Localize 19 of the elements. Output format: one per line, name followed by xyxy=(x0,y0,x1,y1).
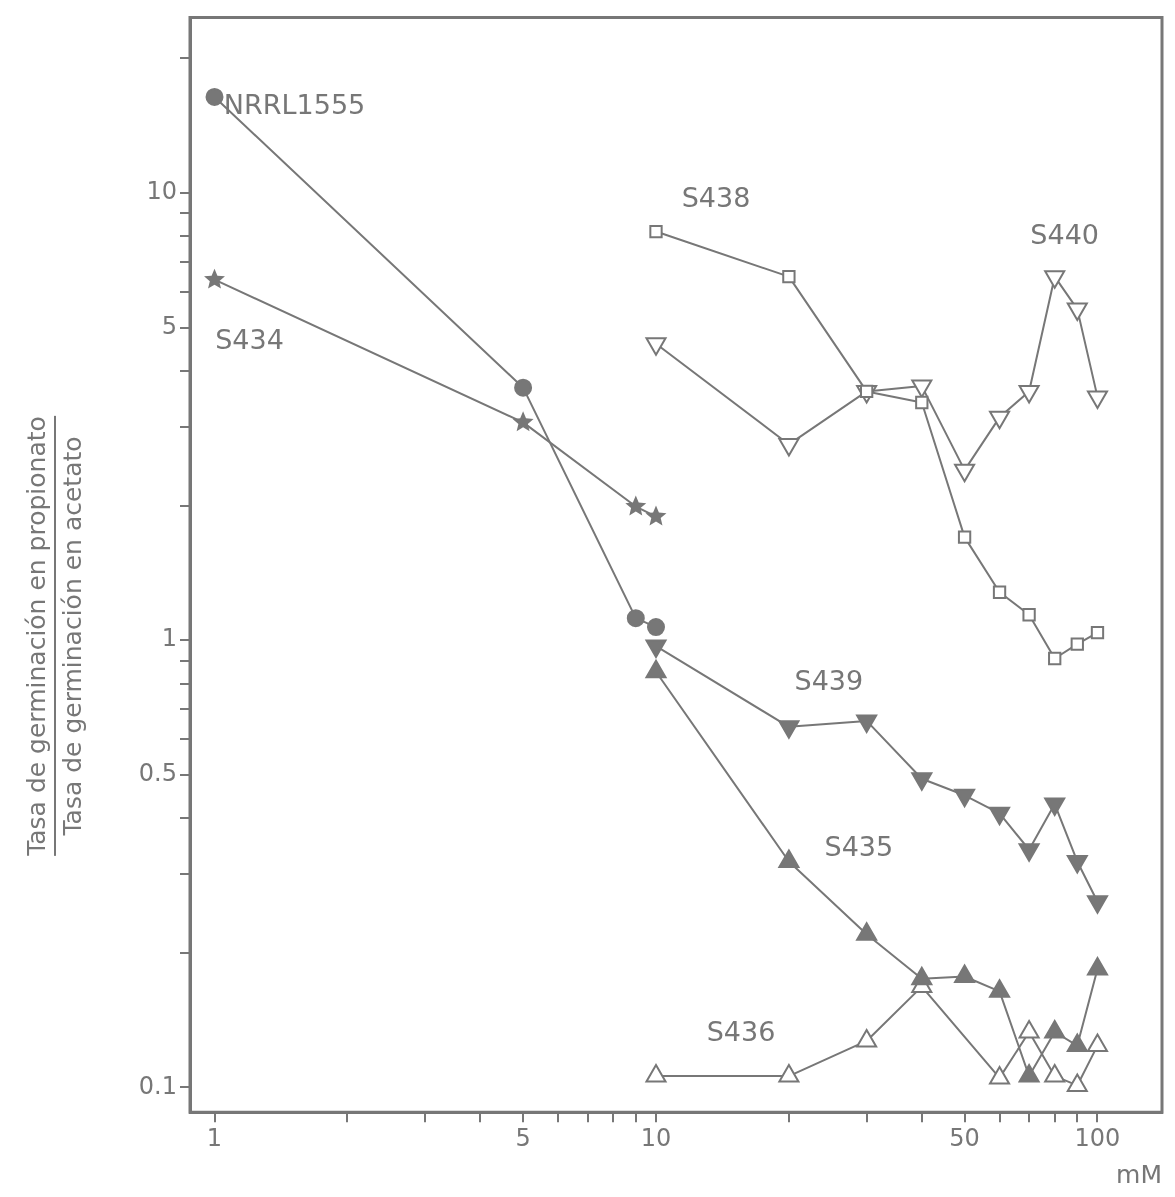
x-tick-label: 50 xyxy=(949,1123,980,1152)
series-label: S439 xyxy=(794,664,864,696)
x-tick-label: 5 xyxy=(515,1123,531,1152)
series-label: NRRL1555 xyxy=(223,88,366,120)
y-axis-title: Tasa de germinación en propionato Tasa de germinación en acetato xyxy=(21,416,88,856)
x-tick-label: 10 xyxy=(640,1123,672,1152)
series-label: S436 xyxy=(706,1016,776,1048)
y-tick-label: 0.1 xyxy=(138,1071,177,1100)
x-tick-label: 1 xyxy=(206,1123,223,1152)
series-label: S438 xyxy=(681,181,751,213)
x-axis-title: mM xyxy=(1116,1159,1162,1189)
series-label: S440 xyxy=(1030,218,1100,250)
y-tick-label: 5 xyxy=(161,311,177,340)
y-tick-label: 1 xyxy=(161,624,177,653)
series-label: S435 xyxy=(824,831,894,863)
x-tick-label: 100 xyxy=(1074,1123,1121,1152)
series-label: S434 xyxy=(215,323,284,355)
y-tick-label: 0.5 xyxy=(138,759,177,788)
y-tick-label: 10 xyxy=(146,177,177,206)
